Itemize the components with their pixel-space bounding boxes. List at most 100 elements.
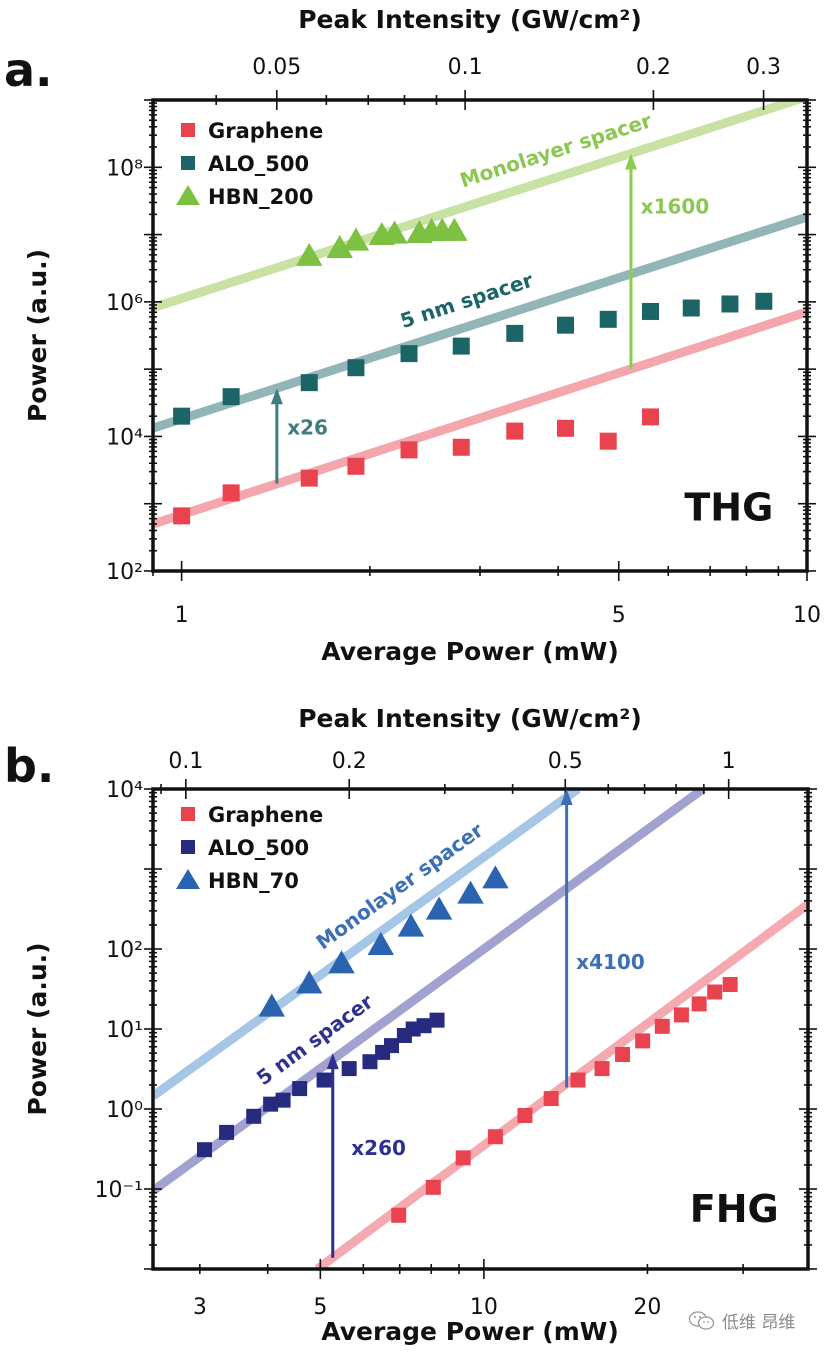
watermark-text: 低维 昂维 — [722, 1313, 796, 1333]
x-tick-label: 1 — [175, 603, 189, 628]
y-tick-label: 10⁴ — [106, 425, 143, 450]
data-point — [615, 1047, 631, 1063]
annotation-label: x260 — [351, 1136, 406, 1160]
top-tick-label: 0.3 — [746, 55, 781, 80]
series-graphene — [391, 976, 738, 1223]
data-point — [722, 976, 738, 992]
y-tick-label: 10⁰ — [106, 1098, 143, 1123]
data-point — [316, 1072, 332, 1088]
top-tick-label: 0.5 — [548, 749, 583, 774]
data-point — [296, 970, 323, 994]
data-point — [599, 432, 617, 450]
legend: Graphene ALO_500 HBN_200 — [176, 119, 323, 209]
arrow-head — [326, 1053, 339, 1070]
data-point — [543, 1091, 559, 1107]
wechat-icon — [688, 1310, 716, 1332]
data-point — [557, 316, 575, 334]
data-point — [219, 1124, 235, 1140]
series-alo_500 — [173, 292, 773, 425]
legend-label: Graphene — [208, 119, 323, 143]
y-axis-title: Power (a.u.) — [23, 942, 52, 1115]
top-tick-label: 0.2 — [332, 749, 367, 774]
legend-item: Graphene — [181, 803, 323, 827]
panel-b: b. Peak Intensity (GW/cm²) Average Power (… — [4, 704, 817, 1346]
data-point — [326, 234, 353, 258]
legend-label: ALO_500 — [208, 152, 309, 176]
y-tick-label: 10⁻¹ — [95, 1178, 143, 1203]
x-tick-label: 20 — [633, 1295, 661, 1320]
data-point — [296, 242, 323, 266]
y-tick-label: 10⁸ — [106, 156, 143, 181]
legend-marker — [181, 807, 195, 821]
data-point — [341, 1061, 357, 1077]
data-point — [367, 931, 394, 955]
legend-marker — [176, 869, 200, 889]
legend-item: HBN_70 — [176, 869, 299, 893]
y-tick-label: 10² — [106, 938, 143, 963]
fit-line — [153, 212, 807, 433]
data-point — [328, 950, 355, 974]
legend-marker — [176, 185, 200, 205]
y-tick-label: 10⁴ — [106, 778, 143, 803]
data-point — [347, 359, 365, 377]
data-point — [222, 484, 240, 502]
fit-line — [153, 307, 807, 529]
data-point — [707, 984, 723, 1000]
arrow — [326, 1053, 339, 1258]
data-point — [416, 1018, 432, 1034]
legend-item: ALO_500 — [181, 152, 309, 176]
arrow — [624, 153, 637, 369]
annotation-label: THG — [684, 485, 773, 529]
data-point — [455, 1150, 471, 1166]
data-point — [258, 993, 285, 1017]
data-point — [263, 1096, 279, 1112]
annotation-label: x1600 — [641, 194, 710, 218]
top-axis-title: Peak Intensity (GW/cm²) — [298, 704, 642, 733]
y-axis-title: Power (a.u.) — [23, 249, 52, 422]
fit-line — [153, 789, 706, 1195]
legend-marker — [181, 123, 195, 137]
x-tick-label: 10 — [793, 603, 821, 628]
data-point — [173, 407, 191, 425]
series-graphene — [173, 408, 659, 525]
data-point — [594, 1061, 610, 1077]
y-tick-label: 10² — [106, 560, 143, 585]
fit-lines — [153, 100, 807, 529]
data-point — [425, 896, 453, 920]
data-point — [300, 469, 318, 487]
data-point — [517, 1107, 533, 1123]
data-point — [381, 220, 408, 244]
annotation-label: x4100 — [576, 950, 645, 974]
data-point — [173, 507, 191, 525]
data-point — [755, 292, 773, 310]
legend-marker — [181, 156, 195, 170]
data-point — [654, 1018, 670, 1034]
data-point — [599, 310, 617, 328]
data-point — [506, 324, 524, 342]
top-tick-label: 1 — [722, 749, 736, 774]
data-point — [457, 880, 484, 904]
data-point — [635, 1033, 651, 1049]
x-tick-label: 10 — [470, 1295, 498, 1320]
top-tick-label: 0.1 — [448, 55, 483, 80]
data-point — [391, 1207, 407, 1223]
data-point — [482, 865, 509, 889]
legend-label: HBN_200 — [208, 185, 314, 209]
data-point — [682, 299, 700, 317]
top-tick-label: 0.2 — [636, 55, 671, 80]
data-point — [452, 438, 470, 456]
data-point — [400, 345, 418, 363]
legend-label: ALO_500 — [208, 836, 309, 860]
top-tick-label: 0.1 — [168, 749, 203, 774]
top-axis-title: Peak Intensity (GW/cm²) — [298, 5, 642, 34]
data-point — [673, 1007, 689, 1023]
data-point — [246, 1108, 262, 1124]
legend-label: HBN_70 — [208, 869, 299, 893]
data-point — [425, 1179, 441, 1195]
panel-label: b. — [4, 739, 54, 793]
plot-frame — [151, 787, 810, 1271]
arrow — [560, 789, 573, 1088]
data-point — [691, 996, 707, 1012]
x-tick-label: 5 — [612, 603, 626, 628]
